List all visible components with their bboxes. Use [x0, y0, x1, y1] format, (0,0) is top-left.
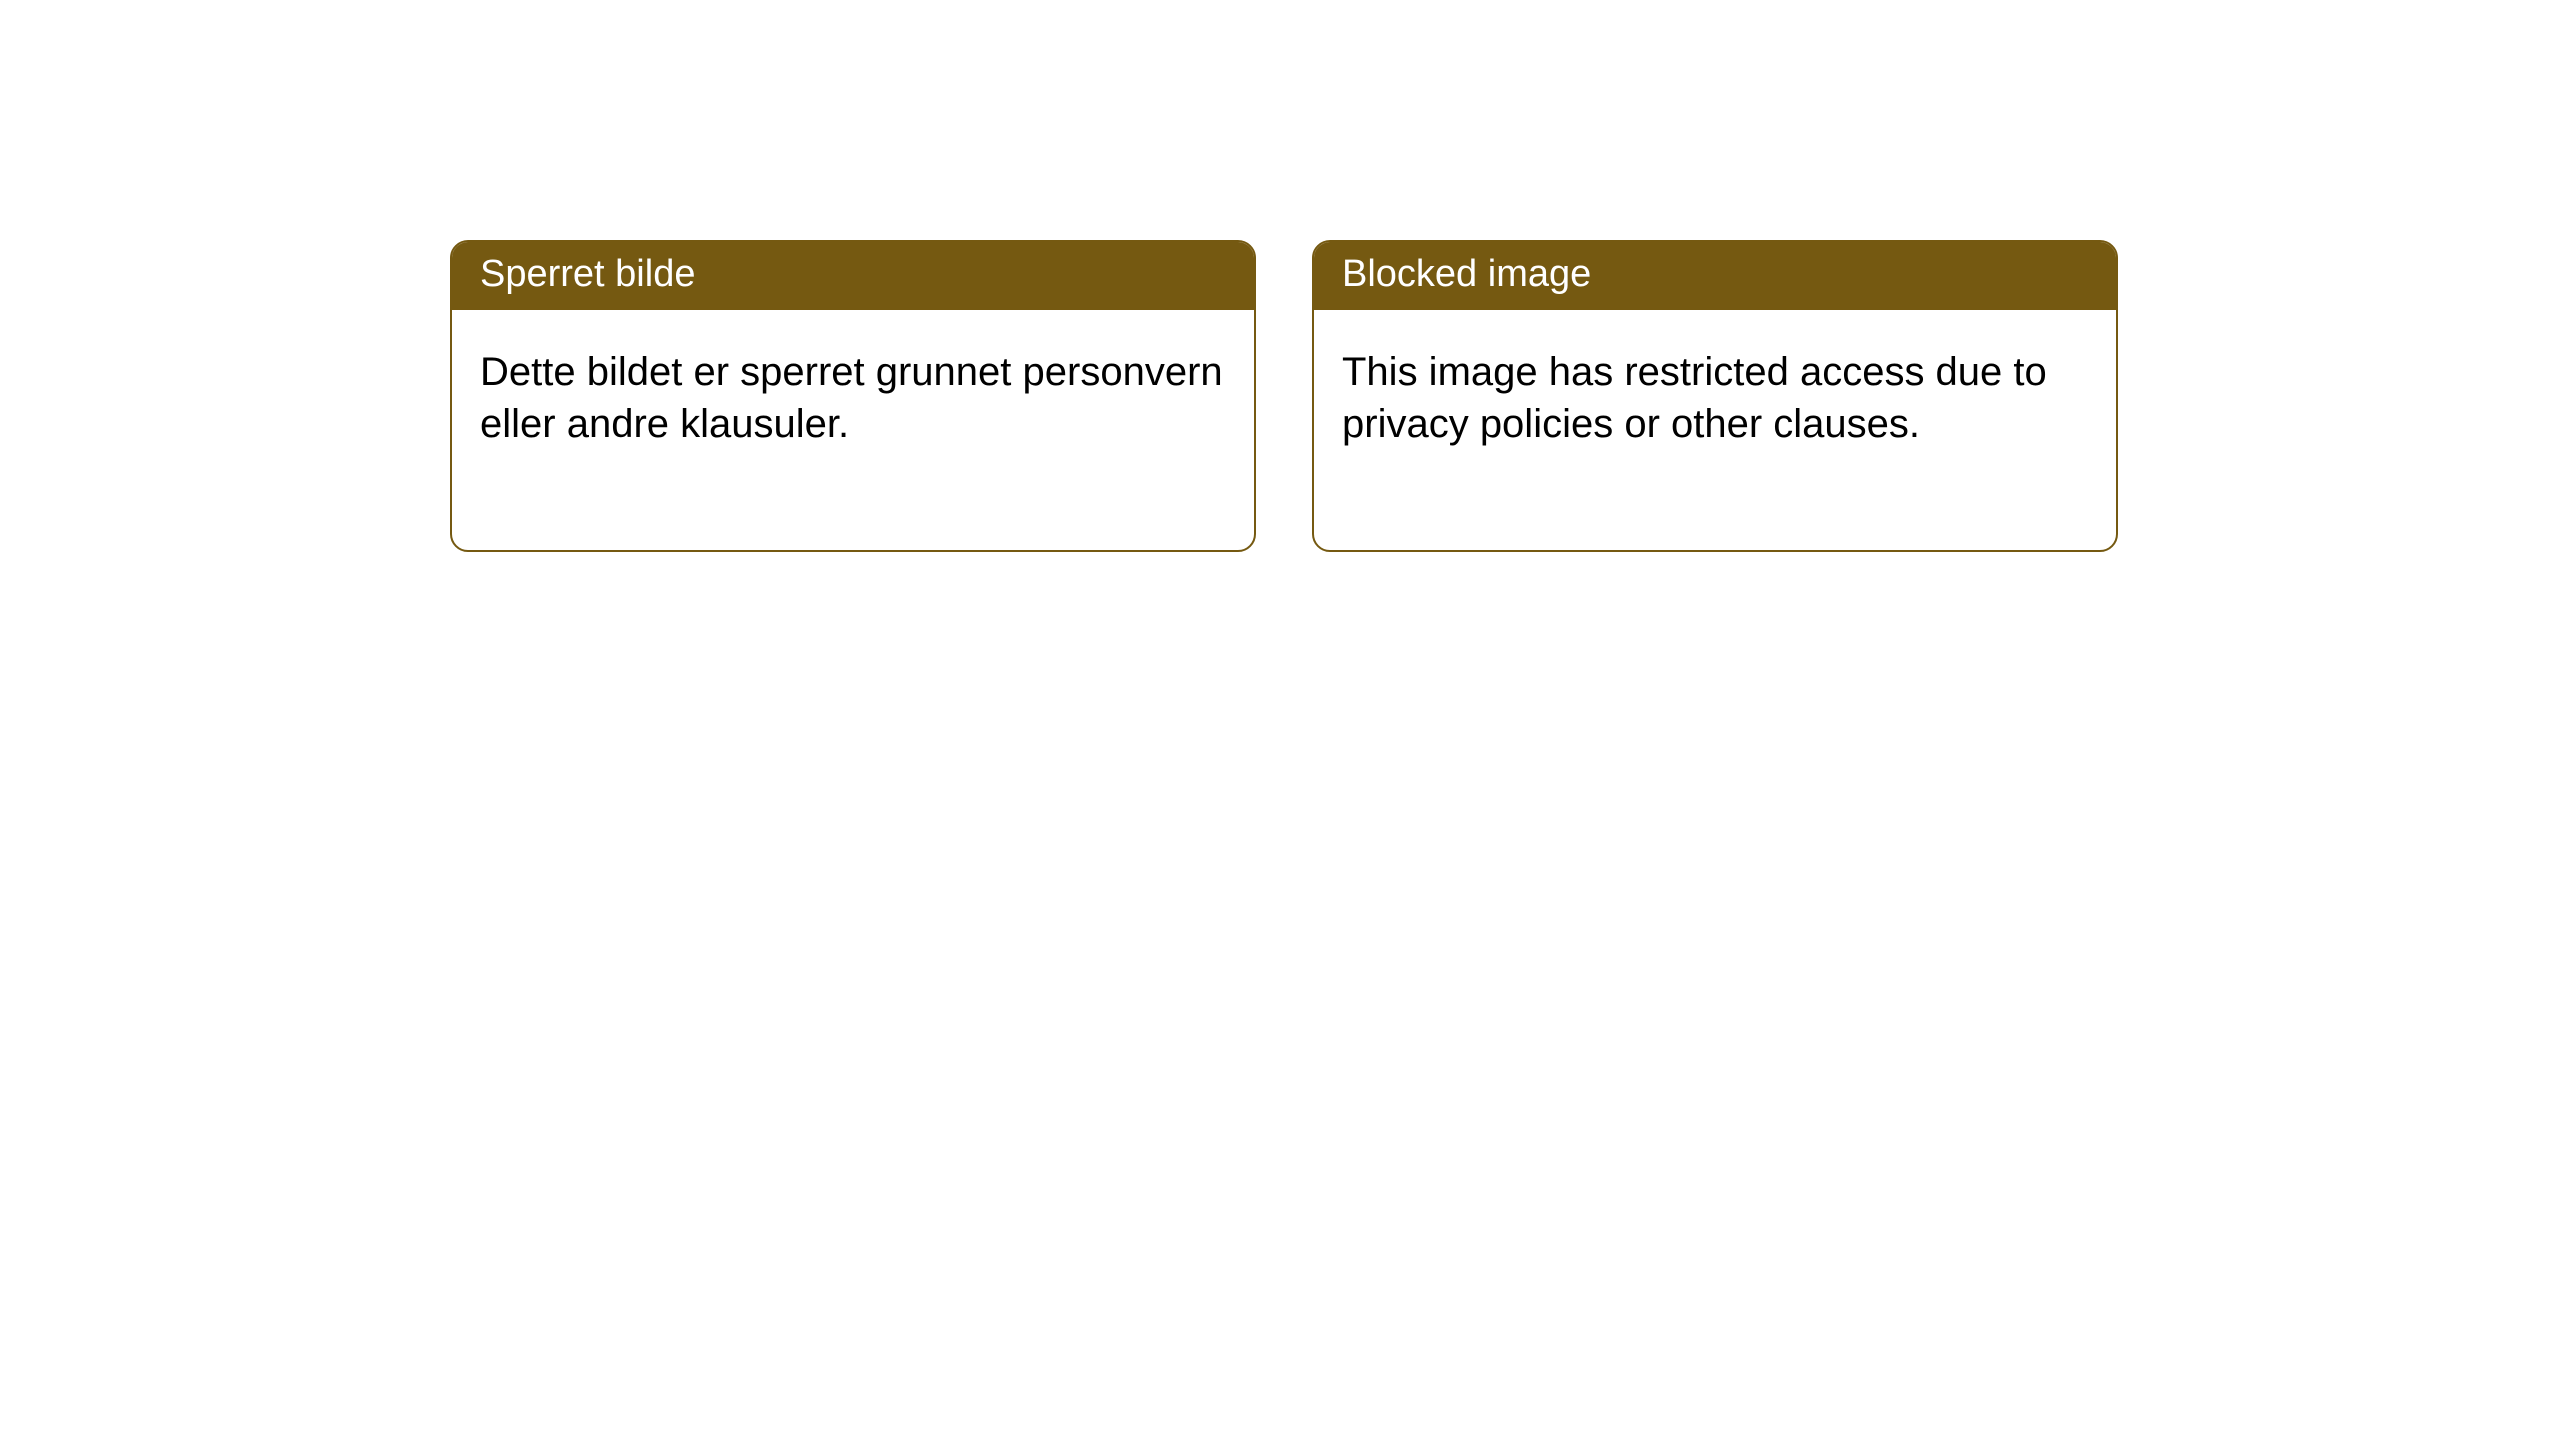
notice-box-norwegian: Sperret bilde Dette bildet er sperret gr…	[450, 240, 1256, 552]
notice-box-english: Blocked image This image has restricted …	[1312, 240, 2118, 552]
notice-header: Blocked image	[1314, 242, 2116, 310]
notice-container: Sperret bilde Dette bildet er sperret gr…	[450, 240, 2118, 552]
notice-body: Dette bildet er sperret grunnet personve…	[452, 310, 1254, 550]
notice-body: This image has restricted access due to …	[1314, 310, 2116, 550]
notice-header: Sperret bilde	[452, 242, 1254, 310]
